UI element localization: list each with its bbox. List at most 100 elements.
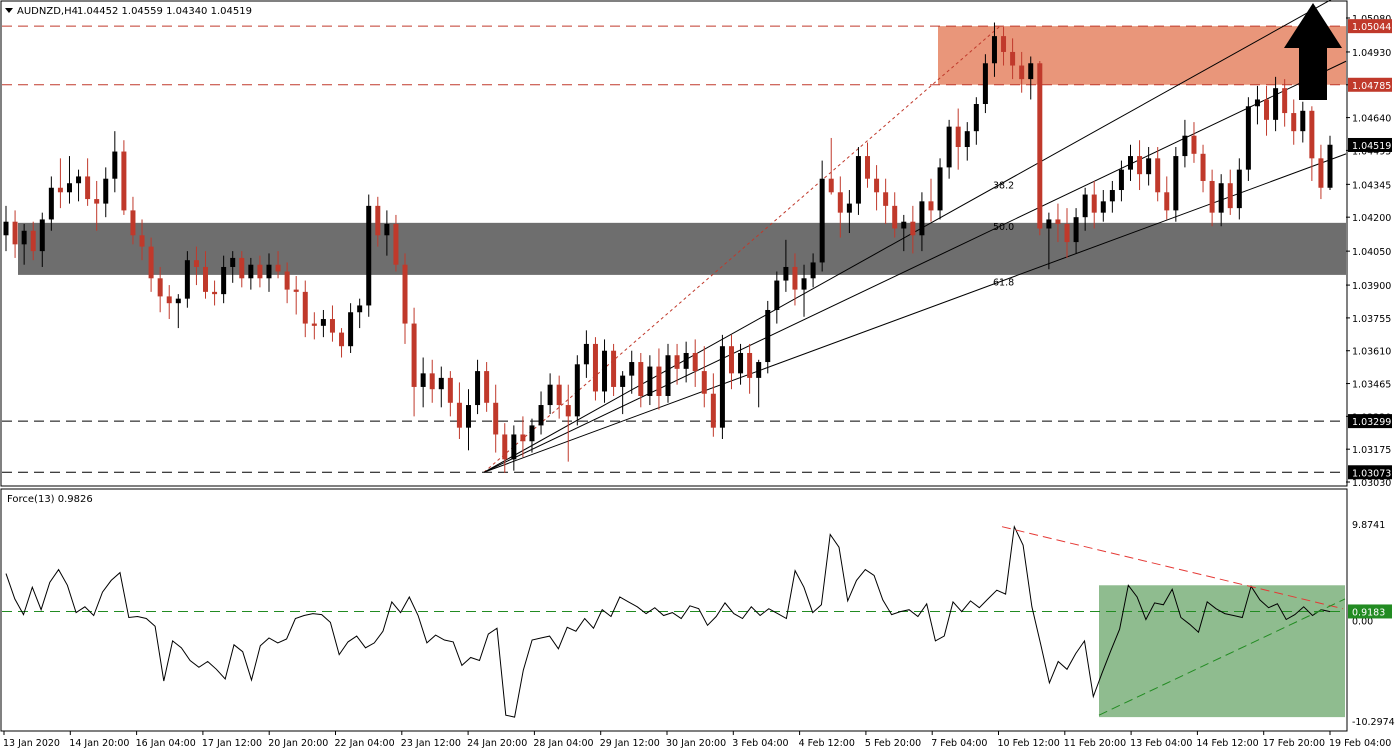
candle-bull: [665, 355, 671, 396]
time-tick-label: 23 Jan 12:00: [401, 738, 461, 749]
candle-bear: [311, 323, 317, 326]
candle-bear: [302, 291, 308, 324]
candle-bear: [520, 434, 526, 442]
time-tick-label: 11 Feb 20:00: [1064, 738, 1126, 749]
candle-bull: [1182, 135, 1188, 157]
price-tick-label: 1.03030: [1352, 478, 1391, 489]
candle-bull: [175, 298, 181, 304]
force-support-trendline: [1098, 598, 1346, 716]
candle-bear: [638, 362, 644, 396]
candle-bear: [166, 296, 172, 304]
candle-bear: [212, 291, 218, 295]
candle-bull: [946, 126, 952, 168]
candlestick-series: [3, 22, 1333, 473]
candle-bull: [1082, 194, 1088, 218]
candle-bear: [121, 151, 127, 211]
time-tick-label: 5 Feb 20:00: [865, 738, 921, 749]
time-tick-label: 3 Feb 04:00: [732, 738, 788, 749]
candle-bull: [475, 371, 481, 406]
level-price-tag-label: 1.05044: [1352, 22, 1391, 33]
candle-bull: [366, 205, 372, 306]
candle-bear: [94, 199, 100, 204]
candle-bull: [855, 156, 861, 204]
price-axis: 1.050801.049301.047851.046401.044951.043…: [1346, 14, 1392, 489]
time-tick-label: 17 Feb 20:00: [1263, 738, 1325, 749]
candle-bear: [874, 178, 880, 193]
force-tick-label: -10.2974: [1352, 717, 1395, 728]
candle-bull: [184, 260, 190, 299]
candle-bear: [139, 235, 145, 247]
candle-bear: [928, 201, 934, 211]
candle-bull: [738, 352, 744, 374]
time-tick-label: 24 Jan 20:00: [467, 738, 527, 749]
candle-bear: [148, 246, 154, 279]
level-price-tag-label: 1.04785: [1352, 81, 1391, 92]
candle-bull: [620, 375, 626, 387]
candle-bull: [719, 346, 725, 428]
candle-bear: [1010, 51, 1016, 66]
candle-bear: [130, 210, 136, 236]
candle-bear: [792, 266, 798, 290]
candle-bear: [828, 178, 834, 193]
candle-bear: [1291, 113, 1297, 132]
time-tick-label: 13 Jan 2020: [3, 738, 60, 749]
fib-level-label: 50.0: [993, 222, 1014, 233]
candle-bull: [248, 264, 254, 279]
current-price-tag: [1348, 137, 1392, 152]
indicator-title: Force(13) 0.9826: [7, 494, 93, 505]
force-level-tag: [1348, 604, 1392, 619]
candle-bull: [919, 201, 925, 236]
candle-bull: [783, 266, 789, 281]
candle-bull: [1273, 88, 1279, 120]
candle-bull: [266, 264, 272, 279]
price-tick-label: 1.04930: [1352, 48, 1391, 59]
price-tick-label: 1.03755: [1352, 314, 1391, 325]
candle-bull: [1173, 156, 1179, 211]
candle-bear: [484, 371, 490, 403]
candle-bull: [846, 203, 852, 213]
time-axis: 13 Jan 2020 14 Jan 20:00 16 Jan 04:00 17 Ja…: [3, 731, 1391, 749]
dropdown-triangle-icon[interactable]: [5, 8, 13, 13]
chart-ohlc: 1.04452 1.04559 1.04340 1.04519: [77, 6, 252, 17]
level-price-tag: [1348, 77, 1392, 92]
candle-bull: [1118, 169, 1124, 191]
candle-bull: [765, 309, 771, 363]
candle-bull: [1100, 201, 1106, 213]
candle-bull: [973, 104, 979, 132]
time-tick-label: 30 Jan 20:00: [666, 738, 726, 749]
force-resistance-trendline: [1001, 526, 1344, 610]
candle-bear: [85, 176, 91, 200]
candle-bear: [293, 289, 299, 292]
candle-bear: [592, 343, 598, 392]
candle-bear: [284, 271, 290, 290]
candle-bull: [1300, 110, 1306, 132]
candle-bull: [357, 305, 363, 313]
candle-bull: [76, 176, 82, 184]
candle-bull: [1073, 217, 1079, 243]
candle-bull: [1046, 219, 1052, 229]
candle-bull: [221, 266, 227, 295]
candle-bear: [674, 355, 680, 369]
price-tick-label: 1.04345: [1352, 180, 1391, 191]
candle-bull: [574, 364, 580, 417]
candle-bull: [602, 350, 608, 392]
candle-bull: [538, 405, 544, 426]
price-tick-label: 1.04640: [1352, 114, 1391, 125]
candle-bear: [275, 264, 281, 272]
candle-bull: [774, 280, 780, 310]
level-price-tag: [1348, 465, 1392, 480]
candle-bear: [1164, 192, 1170, 211]
candle-bull: [1127, 156, 1133, 170]
candle-bull: [420, 373, 426, 387]
candle-bear: [502, 434, 508, 460]
candle-bull: [384, 223, 390, 236]
candle-bear: [1191, 135, 1197, 154]
candle-bull: [991, 36, 997, 64]
force-highlight-zone: [1099, 585, 1345, 718]
candle-bull: [112, 151, 118, 179]
candle-bear: [565, 405, 571, 417]
candle-bear: [456, 402, 462, 428]
current-price-tag-label: 1.04519: [1352, 141, 1391, 152]
candle-bull: [348, 312, 354, 347]
level-price-tag: [1348, 414, 1392, 429]
